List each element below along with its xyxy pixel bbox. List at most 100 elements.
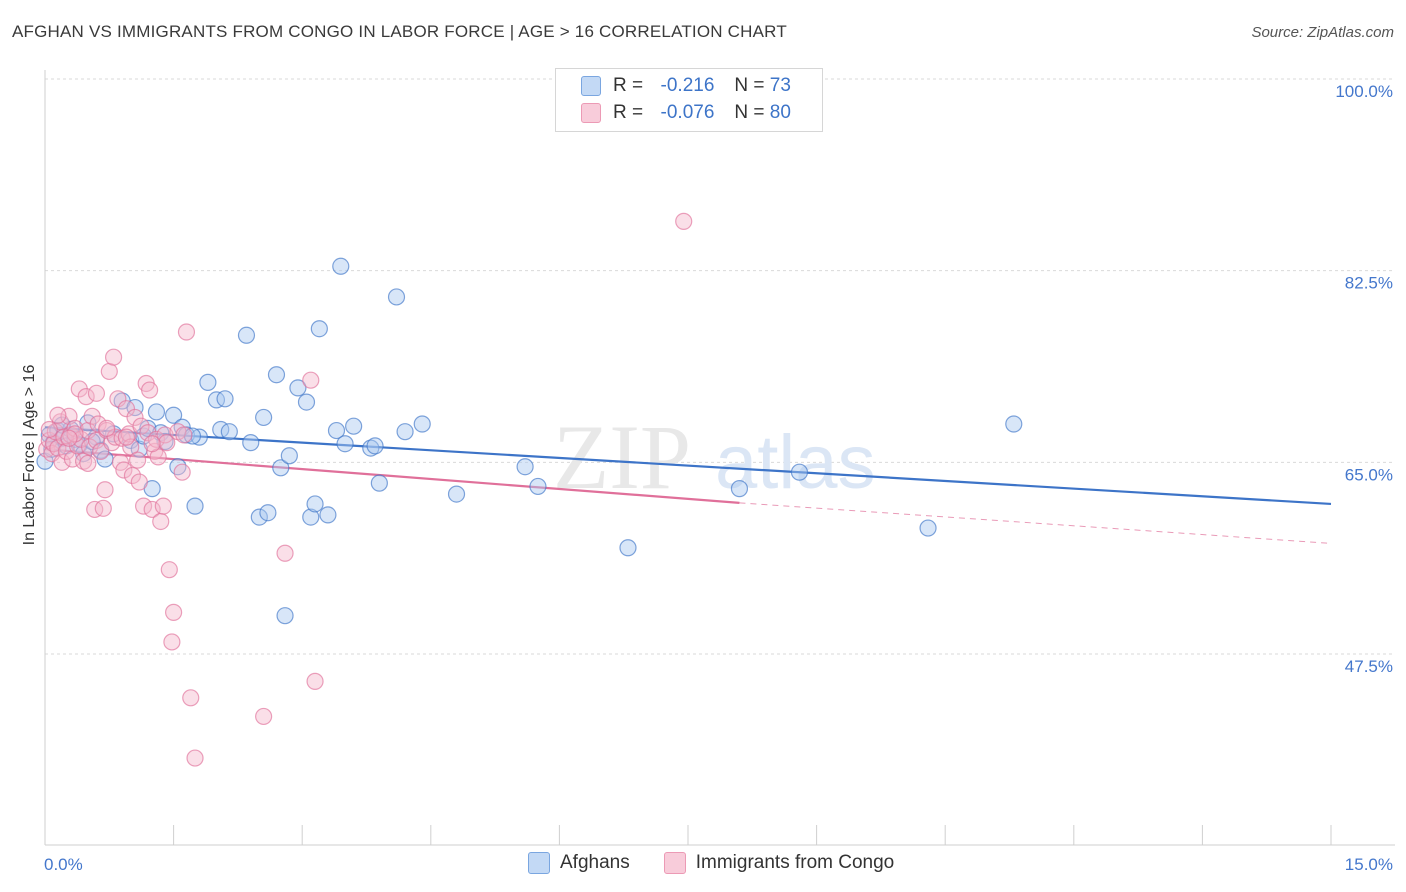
data-point	[516, 458, 534, 476]
data-point	[89, 415, 107, 433]
legend-item-congo[interactable]: Immigrants from Congo	[663, 852, 894, 874]
y-tick-labels: 100.0% 82.5% 65.0% 47.5%	[1335, 82, 1393, 676]
data-point	[919, 519, 937, 537]
data-point	[123, 466, 142, 485]
data-point	[165, 406, 183, 424]
data-point	[345, 417, 363, 435]
y-tick-label: 100.0%	[1335, 82, 1393, 101]
data-point	[60, 429, 78, 447]
data-point	[447, 485, 466, 503]
x-tick-label: 0.0%	[44, 855, 83, 874]
legend-row-afghans: R = -0.216 N = 73	[581, 74, 791, 98]
data-point	[199, 373, 217, 391]
data-point	[186, 497, 204, 515]
data-point	[177, 323, 196, 341]
chart-title: AFGHAN VS IMMIGRANTS FROM CONGO IN LABOR…	[12, 22, 787, 41]
data-point	[186, 749, 204, 767]
trend-line-congo-extension	[739, 502, 1332, 544]
data-point	[49, 406, 67, 424]
data-point	[163, 633, 181, 651]
legend-r-label: R =	[613, 75, 644, 96]
series-afghans	[36, 257, 1023, 625]
data-point	[139, 424, 157, 442]
trend-line-congo	[44, 448, 740, 504]
data-point	[98, 419, 116, 437]
data-point	[86, 500, 104, 519]
data-point	[40, 420, 58, 439]
data-point	[529, 477, 547, 496]
x-tick-label: 15.0%	[1345, 855, 1393, 874]
data-point	[207, 391, 226, 409]
data-point	[280, 447, 298, 465]
legend-r-value: -0.076	[660, 102, 715, 123]
data-point	[289, 379, 307, 397]
trend-lines	[44, 426, 1332, 544]
trend-line-afghans	[44, 426, 1332, 506]
y-tick-label: 47.5%	[1345, 657, 1393, 676]
data-point	[366, 437, 384, 455]
source-label: Source: ZipAtlas.com	[1251, 24, 1394, 41]
series-legend: Afghans Immigrants from Congo	[528, 852, 928, 874]
legend-row-congo: R = -0.076 N = 80	[581, 101, 791, 125]
data-point	[306, 672, 324, 690]
data-point	[272, 459, 290, 477]
series-congo	[38, 212, 693, 767]
legend-n-label: N =	[734, 75, 765, 96]
data-point	[143, 435, 161, 453]
data-point	[267, 366, 286, 384]
data-point	[175, 426, 193, 444]
legend-n-value: 73	[769, 75, 791, 96]
data-point	[302, 508, 320, 526]
data-point	[396, 423, 414, 441]
data-point	[117, 400, 136, 418]
data-point	[255, 408, 273, 427]
data-point	[302, 371, 320, 389]
data-point	[94, 499, 112, 517]
legend-item-afghans[interactable]: Afghans	[528, 852, 630, 874]
data-point	[66, 419, 84, 437]
data-point	[276, 544, 294, 562]
data-point	[675, 212, 693, 230]
data-point	[242, 434, 260, 452]
data-point	[130, 473, 148, 491]
data-point	[104, 348, 123, 366]
watermark: ZIP atlas	[553, 406, 876, 508]
data-point	[306, 495, 324, 513]
data-point	[173, 463, 191, 481]
data-point	[619, 539, 637, 557]
data-point	[160, 561, 178, 579]
stats-legend: R = -0.216 N = 73 R = -0.076 N = 80	[555, 68, 823, 132]
data-point	[413, 415, 431, 433]
data-point	[297, 393, 316, 411]
legend-r-label: R =	[613, 102, 644, 123]
y-axis-label: In Labor Force | Age > 16	[21, 365, 38, 546]
x-tick-labels: 0.0% 15.0%	[44, 855, 1393, 874]
data-point	[255, 707, 273, 726]
data-point	[310, 320, 328, 338]
data-point	[100, 362, 118, 381]
grid-lines	[45, 78, 1395, 655]
legend-swatch-afghans	[528, 852, 550, 874]
data-points	[36, 212, 1023, 767]
y-tick-label: 65.0%	[1345, 465, 1393, 484]
data-point	[790, 463, 809, 481]
data-point	[79, 454, 97, 473]
data-point	[730, 480, 749, 498]
data-point	[165, 603, 183, 621]
data-point	[87, 384, 106, 402]
data-point	[259, 504, 277, 522]
data-point	[250, 508, 268, 526]
data-point	[77, 388, 95, 406]
legend-n-value: 80	[769, 102, 791, 123]
data-point	[96, 481, 114, 499]
data-point	[140, 381, 159, 399]
data-point	[216, 390, 234, 408]
data-point	[126, 408, 144, 427]
watermark-atlas: atlas	[715, 420, 876, 505]
data-point	[237, 326, 256, 344]
data-point	[126, 398, 144, 417]
data-point	[154, 497, 172, 515]
data-point	[132, 417, 150, 435]
data-point	[63, 450, 82, 468]
